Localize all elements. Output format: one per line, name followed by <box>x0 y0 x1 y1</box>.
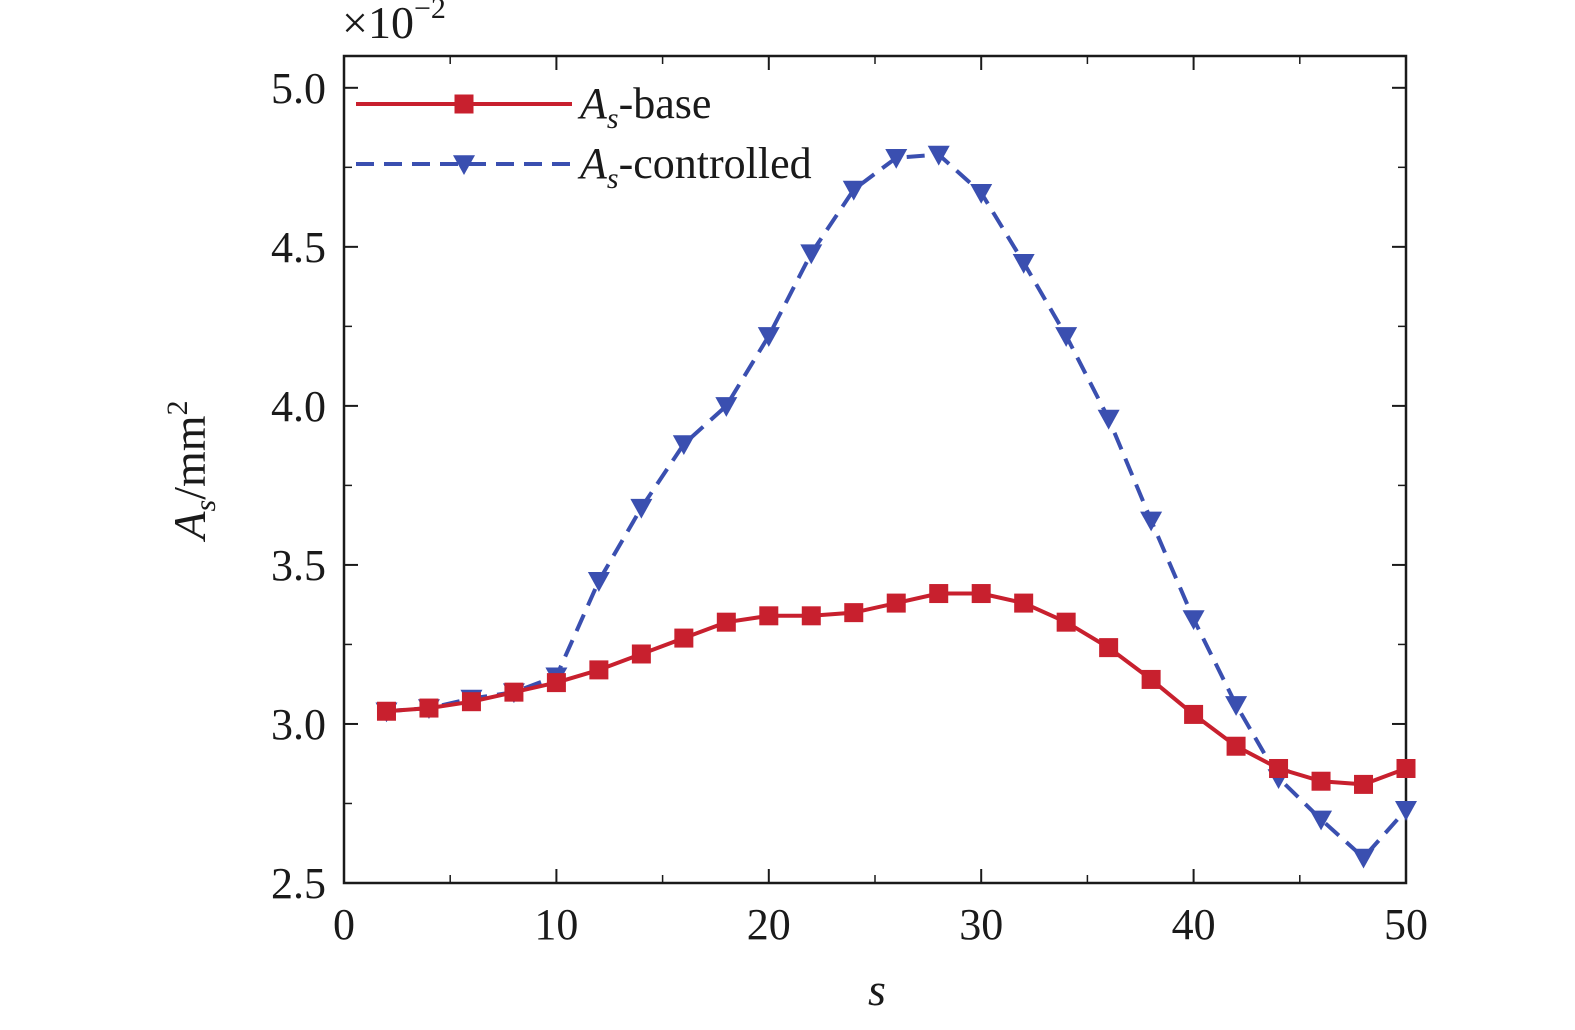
y-tick-label: 2.5 <box>271 859 326 908</box>
series-line <box>386 152 1408 860</box>
legend-entry-0: As-base <box>356 79 711 135</box>
data-point-triangle <box>800 244 823 265</box>
data-point-square <box>1311 771 1331 791</box>
data-point-square <box>589 660 609 680</box>
data-point-square <box>886 593 906 613</box>
legend-label: As-base <box>577 79 711 135</box>
data-point-square <box>631 644 651 664</box>
data-point-triangle <box>927 145 950 166</box>
legend-label-main: A <box>577 139 608 188</box>
y-tick-label: 3.0 <box>271 700 326 749</box>
y-axis-title-sup: 2 <box>161 400 194 415</box>
data-point-triangle <box>1055 327 1078 347</box>
data-point-triangle <box>1310 810 1333 831</box>
y-axis-title-sub: s <box>189 500 222 512</box>
data-point-triangle <box>715 397 738 417</box>
data-point-square <box>1141 669 1161 689</box>
data-point-square <box>1354 774 1374 794</box>
data-point-square <box>716 612 736 632</box>
legend-marker-square <box>454 94 474 114</box>
data-point-triangle <box>1140 511 1163 532</box>
data-point-triangle <box>672 435 695 456</box>
legend-label: As-controlled <box>577 139 812 195</box>
data-point-square <box>971 584 991 604</box>
x-tick-label: 40 <box>1172 900 1216 949</box>
data-point-triangle <box>1097 409 1120 430</box>
data-point-square <box>1056 612 1076 632</box>
data-point-triangle <box>1352 848 1375 869</box>
ticks-layer: 0 10 20 30 40 50 2.5 3.0 3.5 4.0 4.5 5.0 <box>271 56 1428 949</box>
data-point-square <box>1396 758 1416 778</box>
data-point-triangle <box>587 572 610 592</box>
x-axis-title: s <box>868 964 886 1015</box>
data-point-square <box>1269 758 1289 778</box>
data-point-triangle <box>757 327 780 347</box>
data-point-triangle <box>1225 696 1248 716</box>
x-tick-label: 10 <box>534 900 578 949</box>
data-point-triangle <box>1182 610 1205 630</box>
data-point-square <box>504 682 524 702</box>
y-tick-label: 4.5 <box>271 223 326 272</box>
data-point-square <box>1226 736 1246 756</box>
plot-area-frame <box>342 54 1408 885</box>
legend-label-main: A <box>577 79 608 128</box>
x-tick-label: 20 <box>747 900 791 949</box>
data-point-square <box>1099 638 1119 658</box>
x-tick-label: 30 <box>959 900 1003 949</box>
data-point-triangle <box>842 180 865 201</box>
data-point-triangle <box>885 148 908 169</box>
data-point-square <box>461 692 481 712</box>
data-point-square <box>419 698 439 718</box>
data-point-square <box>759 606 779 626</box>
data-point-triangle <box>970 183 993 204</box>
series-layer <box>375 145 1417 869</box>
y-tick-label: 5.0 <box>271 64 326 113</box>
data-point-square <box>801 606 821 626</box>
y-axis-title: As/mm2 <box>161 400 222 542</box>
series-line <box>386 591 1407 787</box>
data-point-square <box>674 628 694 648</box>
data-point-square <box>1014 593 1034 613</box>
data-point-square <box>844 603 864 623</box>
multiplier-exponent: −2 <box>414 0 446 25</box>
data-point-square <box>546 673 566 693</box>
y-tick-label: 4.0 <box>271 382 326 431</box>
legend-label-suffix: -controlled <box>619 139 812 188</box>
x-tick-label: 50 <box>1384 900 1428 949</box>
data-point-square <box>376 701 396 721</box>
multiplier-label: ×10−2 <box>342 0 446 48</box>
legend-marker-triangle <box>453 155 475 175</box>
data-point-triangle <box>1395 801 1417 821</box>
y-axis-title-unit: /mm <box>164 415 215 500</box>
y-axis-title-main: A <box>164 511 215 543</box>
legend-label-sub: s <box>607 102 619 135</box>
data-point-triangle <box>630 498 653 519</box>
legend-entry-1: As-controlled <box>356 139 812 195</box>
data-point-square <box>929 584 949 604</box>
series-0 <box>376 584 1416 794</box>
multiplier-base: ×10 <box>342 0 414 48</box>
x-tick-label: 0 <box>333 900 355 949</box>
data-point-square <box>1184 704 1204 724</box>
y-tick-label: 3.5 <box>271 541 326 590</box>
data-point-triangle <box>1012 253 1035 274</box>
plot-frame-layer <box>342 54 1408 885</box>
legend-label-sub: s <box>607 162 619 195</box>
legend-label-suffix: -base <box>619 79 712 128</box>
